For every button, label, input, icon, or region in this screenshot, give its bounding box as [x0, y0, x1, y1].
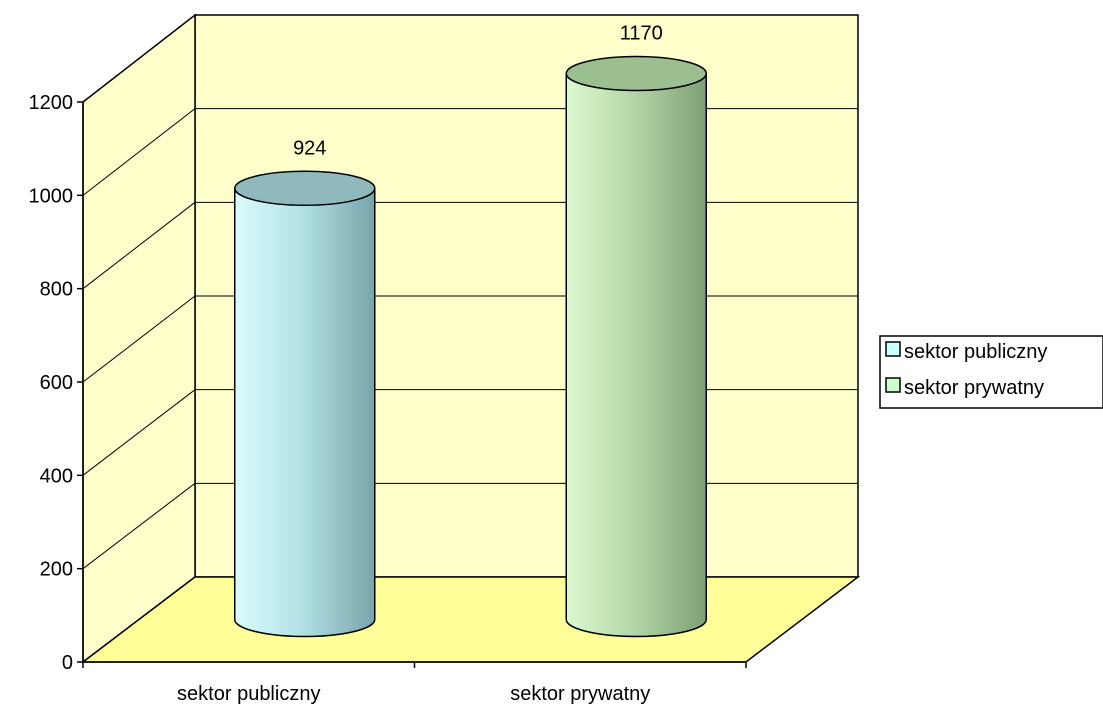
y-tick-label: 0: [62, 652, 73, 674]
bars: 924 1170: [234, 23, 707, 638]
y-tick-label: 800: [40, 279, 73, 301]
y-axis: 0 200 400 600 800 1000 1200: [29, 92, 747, 674]
bar-sektor-prywatny: 1170: [565, 23, 707, 638]
bar-top: [565, 55, 707, 92]
x-category-label: sektor publiczny: [177, 683, 320, 705]
y-tick-label: 400: [40, 465, 73, 487]
gridline-side: [82, 389, 196, 476]
gridline-side: [82, 201, 196, 290]
gridline-side: [82, 14, 196, 103]
legend-label-sektor-prywatny: sektor prywatny: [904, 377, 1044, 399]
gridline-side: [82, 482, 196, 570]
y-tick-label: 1200: [29, 92, 74, 114]
x-axis-labels: sektor publiczny sektor prywatny: [177, 683, 650, 705]
bar-sektor-publiczny: 924: [234, 137, 376, 638]
bar-top: [234, 170, 376, 207]
legend: sektor publiczny sektor prywatny: [879, 335, 1103, 409]
legend-box: [879, 335, 1103, 409]
legend-label-sektor-publiczny: sektor publiczny: [904, 341, 1047, 363]
gridline-side: [82, 295, 196, 383]
y-tick-label: 1000: [29, 185, 74, 207]
legend-swatch-sektor-prywatny: [885, 377, 901, 393]
gridline-side: [82, 108, 196, 196]
y-tick-label: 200: [40, 559, 73, 581]
floor: [80, 576, 861, 663]
data-label: 1170: [620, 23, 663, 45]
legend-swatch-sektor-publiczny: [885, 341, 901, 357]
x-category-label: sektor prywatny: [510, 683, 650, 705]
bar-body: [234, 187, 376, 638]
y-tick-label: 600: [40, 372, 73, 394]
bar-body: [565, 72, 707, 638]
data-label: 924: [293, 137, 326, 159]
